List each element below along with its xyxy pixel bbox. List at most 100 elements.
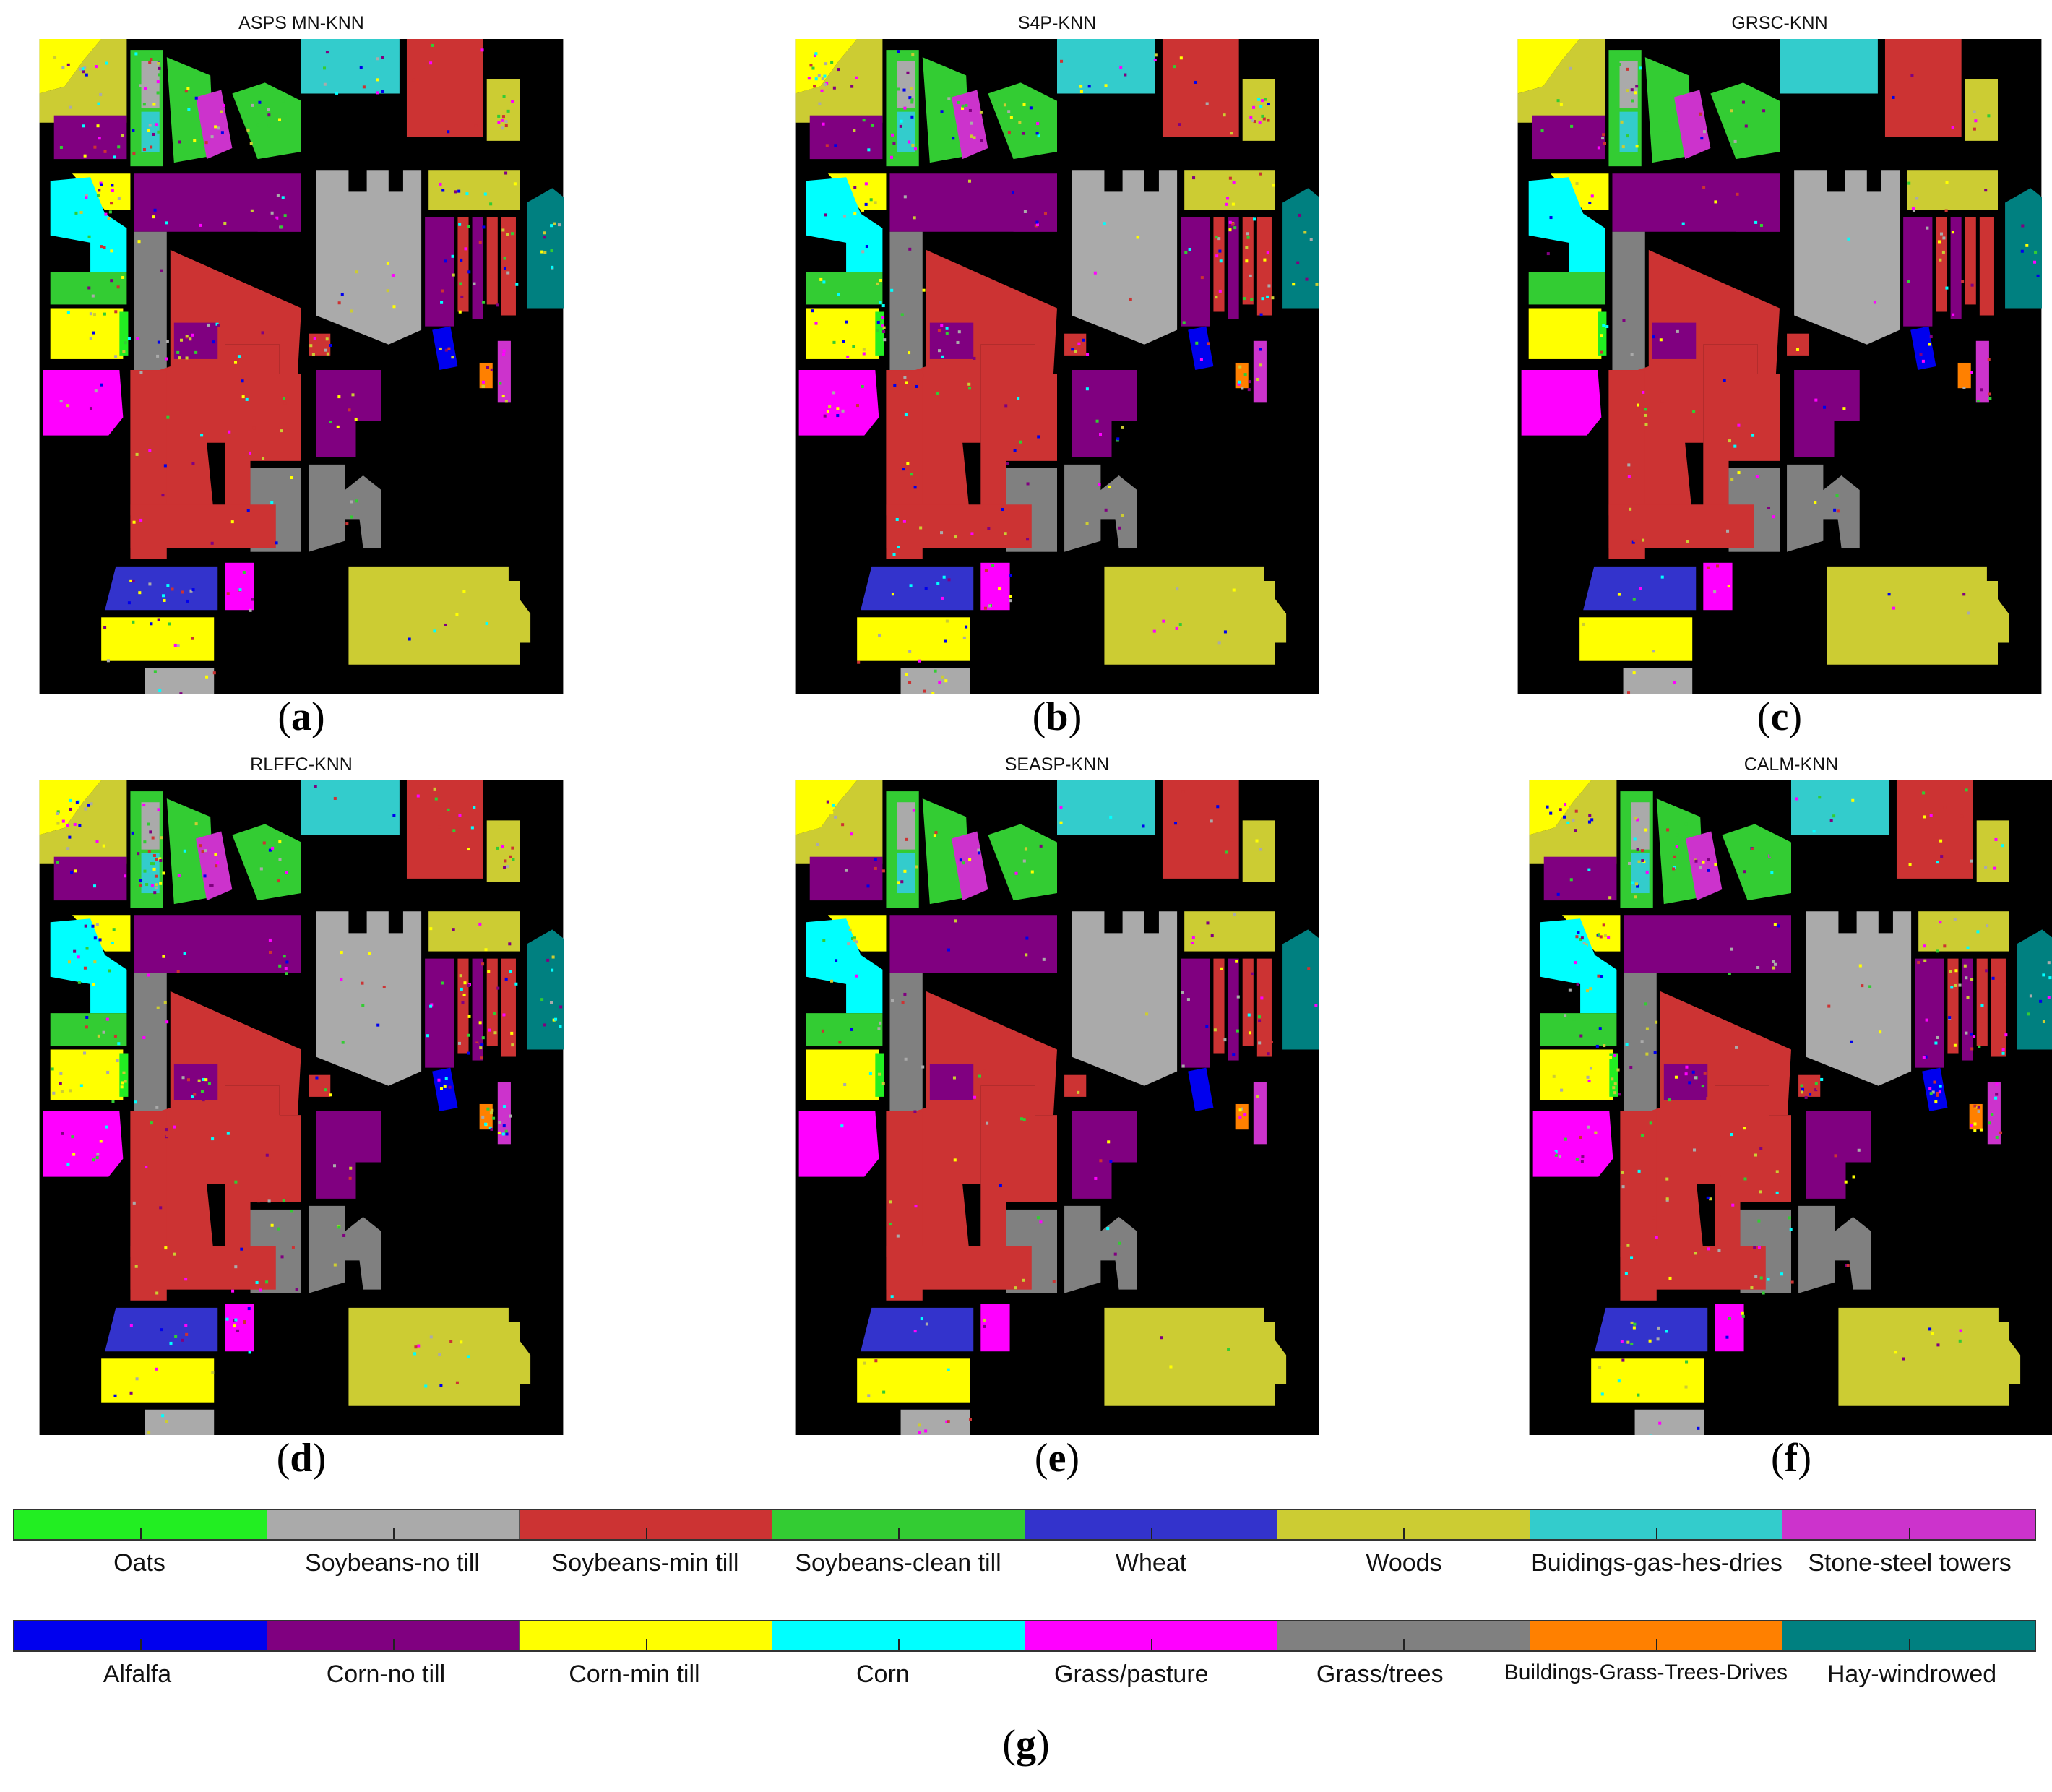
map-region <box>479 1103 493 1130</box>
map-region <box>1922 1067 1948 1112</box>
legend-label: Grass/pasture <box>1054 1660 1209 1688</box>
map-region <box>101 617 215 661</box>
map-region <box>988 824 1057 901</box>
map-region <box>43 370 124 436</box>
map-region <box>50 177 127 272</box>
map-region <box>1072 1111 1137 1199</box>
map-region <box>406 39 483 137</box>
map-region <box>1591 1358 1704 1403</box>
map-region <box>1686 831 1723 901</box>
map-region <box>479 362 493 389</box>
legend-row-1: Oats Soybeans-no till Soybeans-min till Soy… <box>13 1509 2036 1603</box>
legend-labels-1: Oats Soybeans-no till Soybeans-min till Soy… <box>13 1549 2036 1577</box>
panel-d: RLFFC-KNN (d) <box>39 754 564 1481</box>
map-region <box>1540 1049 1613 1100</box>
map-region <box>1282 929 1319 1050</box>
map-region <box>1521 370 1602 436</box>
map-region <box>1910 326 1936 371</box>
map-region <box>1579 617 1693 661</box>
map-region <box>257 202 301 232</box>
map-region <box>457 217 469 312</box>
map-region <box>809 856 883 901</box>
map-region <box>1064 464 1137 552</box>
map-region <box>922 57 970 163</box>
map-region <box>1188 1067 1214 1112</box>
map-region <box>806 272 883 305</box>
map-region <box>432 1067 458 1112</box>
map-region <box>1663 1064 1708 1100</box>
map-region <box>1532 1111 1613 1177</box>
legend-swatch <box>1277 1621 1530 1650</box>
map-region <box>1976 958 1988 1046</box>
classification-map <box>39 39 564 694</box>
map-region <box>886 504 1032 548</box>
map-region <box>196 831 233 901</box>
legend-swatch <box>267 1621 520 1650</box>
map-region <box>1884 39 1962 137</box>
map-region <box>1736 202 1780 232</box>
map-region <box>1827 566 2009 665</box>
legend-swatch <box>1782 1510 2035 1539</box>
map-region <box>809 115 883 160</box>
map-region <box>1624 973 1657 1134</box>
map-region <box>232 824 301 901</box>
map-region <box>1064 1074 1087 1097</box>
map-region <box>1104 566 1287 665</box>
map-region <box>2017 929 2052 1050</box>
map-region <box>1794 170 1900 345</box>
map-region <box>1620 991 1791 1257</box>
panel-title: S4P-KNN <box>1017 13 1097 33</box>
map-region <box>1528 308 1602 359</box>
map-region <box>472 217 483 319</box>
map-region <box>1903 217 1933 327</box>
map-region <box>1162 780 1239 879</box>
map-region <box>1242 79 1275 141</box>
map-region <box>50 308 124 359</box>
map-region <box>497 340 511 403</box>
map-region <box>897 853 915 894</box>
map-region <box>1181 217 1210 327</box>
map-region <box>1517 39 1605 123</box>
legend-swatch <box>14 1621 267 1650</box>
map-region <box>806 1049 879 1100</box>
map-region <box>166 57 215 163</box>
map-region <box>1253 1082 1267 1145</box>
classification-map <box>795 39 1319 694</box>
legend-label: Corn <box>855 1660 910 1688</box>
map-region <box>53 856 127 901</box>
legend-swatch <box>1530 1621 1783 1650</box>
legend-swatch <box>14 1510 267 1539</box>
map-region <box>889 231 923 392</box>
map-region <box>1950 217 1962 319</box>
map-region <box>130 249 301 516</box>
panel-caption: (c) <box>1756 694 1803 739</box>
map-region <box>1228 958 1239 1061</box>
map-region <box>861 1307 974 1352</box>
map-region <box>130 991 301 1257</box>
map-region <box>1965 217 1976 305</box>
map-region <box>1072 911 1178 1086</box>
legend-label: Soybeans-no till <box>305 1549 480 1577</box>
map-region <box>806 918 883 1014</box>
map-region <box>798 1111 879 1177</box>
map-region <box>428 911 520 952</box>
map-region <box>1787 464 1860 552</box>
map-region <box>501 958 516 1057</box>
misclassified-pixels <box>816 790 1318 1434</box>
map-region <box>1976 820 2009 882</box>
map-region <box>1656 798 1704 905</box>
map-region <box>1013 944 1057 973</box>
map-region <box>857 1358 970 1403</box>
legend-label: Corn-no till <box>326 1660 446 1688</box>
map-region <box>1608 249 1780 516</box>
map-region <box>1532 115 1605 160</box>
map-region <box>39 780 102 835</box>
map-region <box>1896 780 1973 879</box>
panel-title: GRSC-KNN <box>1731 13 1828 33</box>
map-region <box>897 802 915 850</box>
map-region <box>1104 1307 1287 1406</box>
map-region <box>1213 958 1225 1054</box>
map-region <box>486 958 498 1046</box>
map-region <box>141 111 160 152</box>
map-region <box>134 231 167 392</box>
